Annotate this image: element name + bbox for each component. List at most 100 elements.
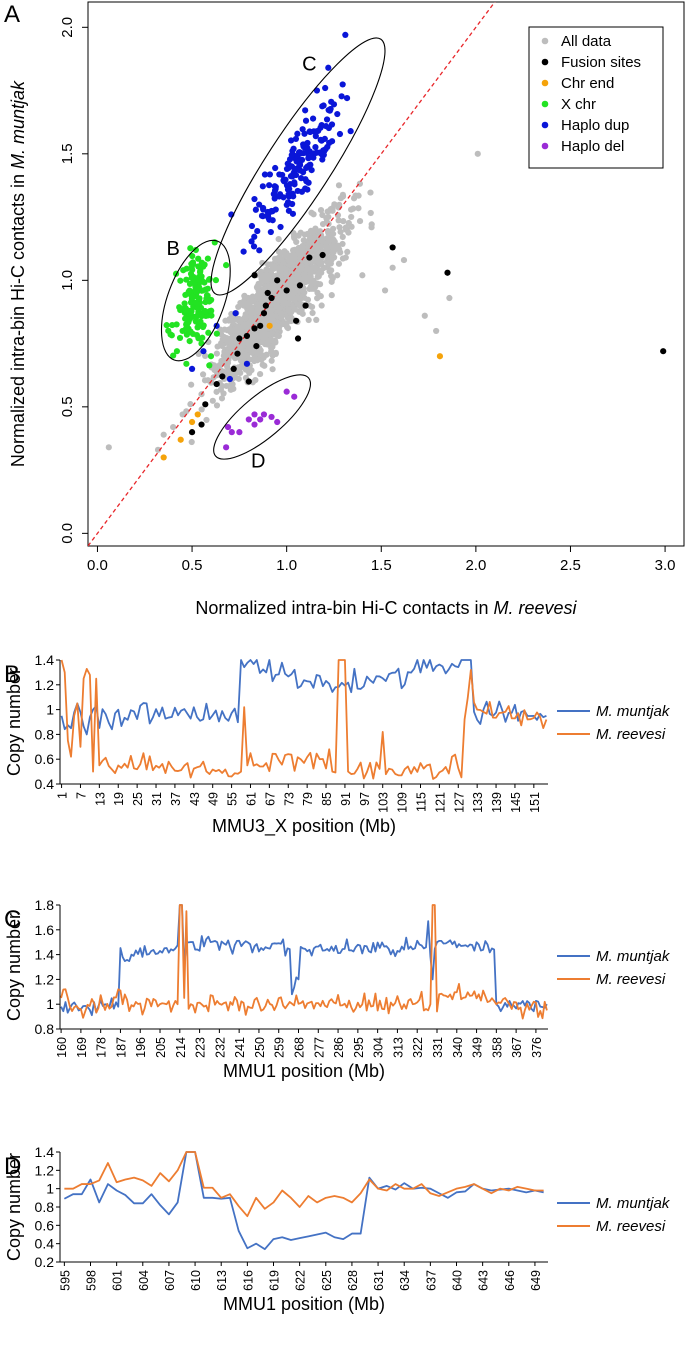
all-data-point [264, 272, 271, 279]
x-tick-label: 649 [529, 1270, 543, 1291]
all-data-point [344, 248, 351, 256]
all-data-point [316, 228, 324, 235]
x-tick-label: 91 [339, 792, 353, 806]
series-line-m-reevesi [64, 1151, 544, 1218]
legend-marker [541, 79, 549, 87]
all-data-point [288, 267, 296, 275]
haplo-dup-point [325, 106, 332, 114]
all-data-point [334, 242, 342, 249]
haplo-dup-point [271, 195, 278, 202]
all-data-point [263, 351, 270, 358]
all-data-point [324, 254, 332, 262]
haplo-dup-points [188, 31, 354, 383]
all-data-point [238, 324, 245, 331]
x-tick-label: 3.0 [655, 557, 676, 574]
all-data-point [335, 260, 343, 267]
x-tick-label: 85 [320, 792, 334, 806]
x-chr-point [176, 334, 184, 342]
fusion-site-point [302, 302, 309, 309]
x-chr-point [205, 329, 212, 336]
all-data-point [188, 381, 195, 388]
x-chr-point [187, 270, 195, 277]
all-data-point [312, 264, 319, 271]
all-data-point [258, 275, 265, 282]
x-tick-label: 259 [273, 1037, 287, 1058]
all-data-point [275, 235, 282, 243]
x-tick-label: 2.0 [465, 557, 486, 574]
x-chr-point [183, 360, 190, 367]
y-tick-label: 1.4 [35, 652, 55, 668]
legend-marker [541, 142, 549, 150]
all-data-point [280, 260, 287, 267]
x-tick-label: 349 [471, 1037, 485, 1058]
fusion-site-point [294, 335, 302, 342]
annotation-d-label: D [251, 451, 265, 473]
all-data-point [308, 209, 315, 216]
all-data-point [311, 279, 319, 286]
panel-c-line-label: C [4, 906, 21, 933]
x-tick-label: 640 [451, 1270, 465, 1291]
haplo-dup-point [343, 94, 351, 102]
y-tick-label: 1.5 [59, 143, 76, 164]
legend-label: Fusion sites [561, 54, 641, 71]
haplo-del-point [291, 393, 298, 400]
x-tick-label: 376 [530, 1037, 544, 1058]
all-data-point [299, 243, 306, 250]
x-tick-label: 241 [233, 1037, 247, 1058]
all-data-point [203, 416, 210, 424]
all-data-point [284, 300, 291, 307]
all-data-point [319, 211, 326, 219]
x-tick-label: 358 [490, 1037, 504, 1058]
all-data-point [350, 205, 357, 212]
haplo-del-point [236, 429, 243, 436]
all-data-point [339, 233, 346, 241]
haplo-dup-point [293, 158, 300, 165]
haplo-dup-point [254, 227, 261, 235]
x-tick-label: 187 [114, 1037, 128, 1058]
x-tick-label: 367 [510, 1037, 524, 1058]
haplo-dup-point [188, 365, 196, 372]
x-tick-label: 121 [433, 792, 447, 813]
all-data-point [268, 357, 275, 364]
chr-end-point [177, 436, 184, 443]
all-data-point [154, 446, 162, 453]
fusion-site-point [274, 277, 281, 284]
haplo-dup-point [252, 206, 259, 213]
haplo-dup-point [287, 137, 295, 144]
legend-marker [541, 121, 549, 129]
fusion-site-point [444, 269, 451, 276]
all-data-point [223, 382, 230, 390]
panel-a-label: A [4, 1, 20, 28]
y-tick-label: 1.4 [35, 1144, 55, 1160]
all-data-point [259, 259, 266, 267]
all-data-point [242, 366, 250, 373]
y-tick-label: 0.0 [59, 523, 76, 544]
all-data-point [314, 295, 321, 302]
x-tick-label: 139 [490, 792, 504, 813]
x-chr-point [204, 255, 211, 262]
all-data-point [446, 294, 453, 302]
all-data-point [296, 295, 304, 303]
y-tick-label: 1.0 [59, 270, 76, 291]
all-data-point [268, 345, 275, 352]
x-chr-point [185, 307, 193, 314]
all-data-point [277, 250, 284, 257]
all-data-point [255, 291, 262, 298]
haplo-dup-point [285, 207, 292, 214]
x-tick-label: 340 [451, 1037, 465, 1058]
haplo-del-point [260, 411, 268, 418]
all-data-point [274, 303, 282, 310]
all-data-point [281, 265, 288, 272]
all-data-point [268, 330, 275, 337]
haplo-del-point [268, 413, 275, 421]
all-data-point [231, 335, 238, 342]
x-chr-point [187, 245, 194, 252]
haplo-dup-point [319, 156, 326, 163]
legend-label: M. reevesi [596, 971, 666, 988]
y-tick-label: 1.2 [35, 677, 55, 693]
haplo-dup-point [256, 201, 263, 208]
x-chr-point [192, 299, 199, 306]
all-data-point [218, 395, 226, 402]
all-data-point [359, 272, 366, 279]
